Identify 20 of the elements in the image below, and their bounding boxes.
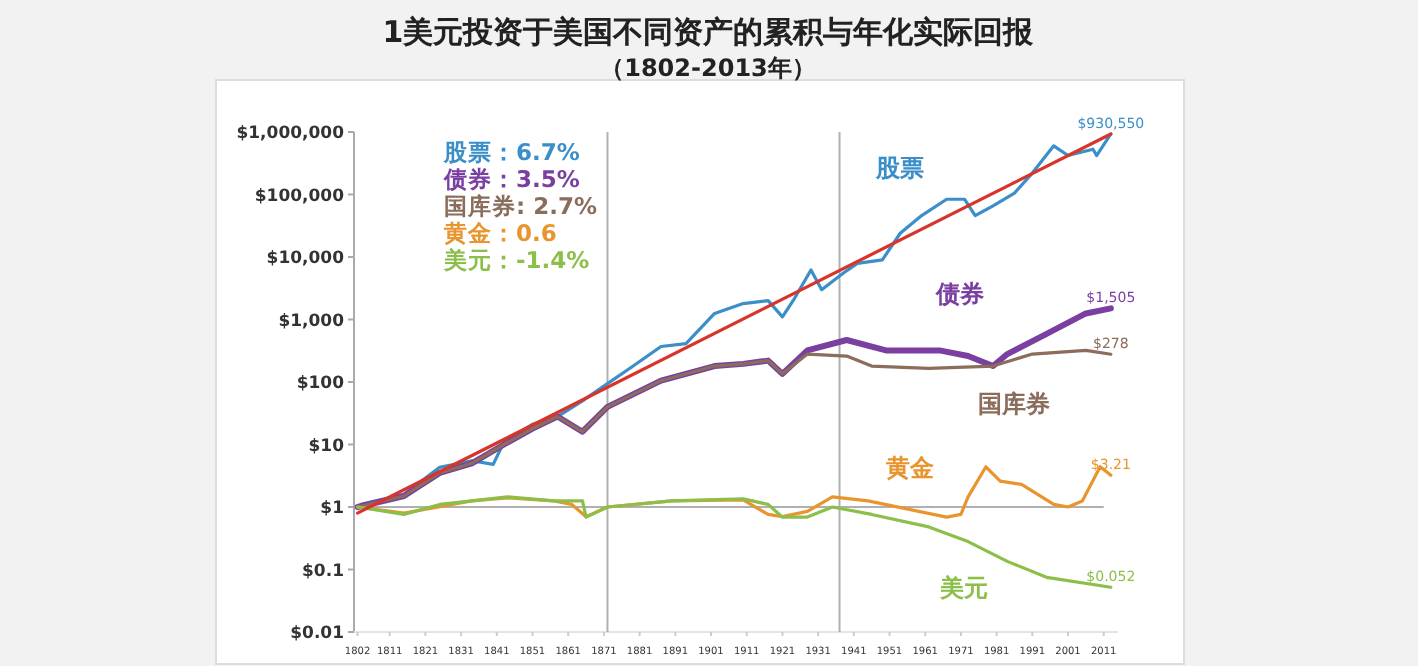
y-tick-label: $0.1 (302, 561, 345, 582)
y-tick-label: $10,000 (266, 249, 345, 269)
annotation: 黄金：0.6 (442, 219, 557, 247)
series-label: 股票 (876, 154, 924, 182)
series-label: 国库券 (978, 390, 1050, 418)
y-tick-label: $0.01 (290, 624, 345, 644)
annotation: 国库券: 2.7% (444, 192, 598, 220)
series-label: 债券 (936, 280, 984, 308)
series-label: 黄金 (886, 454, 934, 482)
y-tick-label: $100,000 (254, 186, 345, 207)
series-label: 美元 (940, 574, 988, 602)
y-tick-label: $10 (308, 436, 345, 457)
annotation: 债券：3.5% (442, 165, 581, 193)
title: 1美元投资于美国不同资产的累积与年化实际回报 （1802-2013年） (382, 14, 1034, 82)
annotation: 美元：-1.4% (442, 246, 591, 274)
y-tick-label: $1,000,000 (236, 124, 345, 144)
annotation: 股票：6.7% (442, 138, 581, 166)
y-tick-label: $1 (320, 499, 345, 519)
y-tick-label: $100 (296, 374, 345, 394)
y-tick-label: $1,000 (278, 311, 345, 332)
